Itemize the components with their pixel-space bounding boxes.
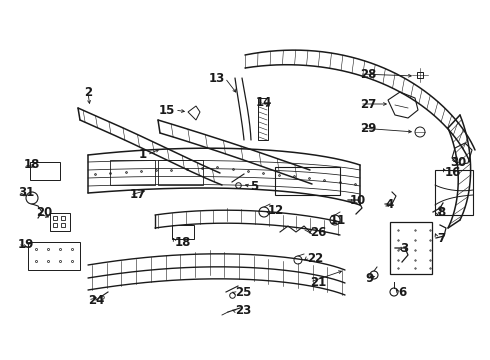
Text: 8: 8 (437, 206, 445, 219)
Text: 2: 2 (84, 86, 92, 99)
Text: 12: 12 (268, 204, 284, 217)
Text: 3: 3 (400, 242, 408, 255)
Text: 26: 26 (310, 225, 326, 238)
Text: 20: 20 (36, 207, 52, 220)
Text: 9: 9 (365, 271, 373, 284)
Text: 16: 16 (445, 166, 462, 179)
Text: 5: 5 (250, 180, 258, 193)
Text: 25: 25 (235, 287, 251, 300)
Text: 10: 10 (350, 194, 366, 207)
Text: 18: 18 (175, 235, 192, 248)
Text: 7: 7 (437, 231, 445, 244)
Text: 23: 23 (235, 305, 251, 318)
Text: 21: 21 (310, 275, 326, 288)
Text: 19: 19 (18, 238, 34, 251)
Text: 24: 24 (88, 293, 104, 306)
Text: 22: 22 (307, 252, 323, 265)
Text: 18: 18 (24, 158, 40, 171)
Text: 1: 1 (139, 148, 147, 162)
Text: 13: 13 (209, 72, 225, 85)
Text: 30: 30 (450, 156, 466, 168)
Text: 29: 29 (360, 122, 376, 135)
Text: 6: 6 (398, 285, 406, 298)
Text: 4: 4 (385, 198, 393, 211)
Text: 31: 31 (18, 185, 34, 198)
Text: 27: 27 (360, 98, 376, 111)
Text: 28: 28 (360, 68, 376, 81)
Text: 14: 14 (256, 96, 272, 109)
Text: 11: 11 (330, 213, 346, 226)
Text: 17: 17 (130, 189, 146, 202)
Text: 15: 15 (159, 104, 175, 117)
